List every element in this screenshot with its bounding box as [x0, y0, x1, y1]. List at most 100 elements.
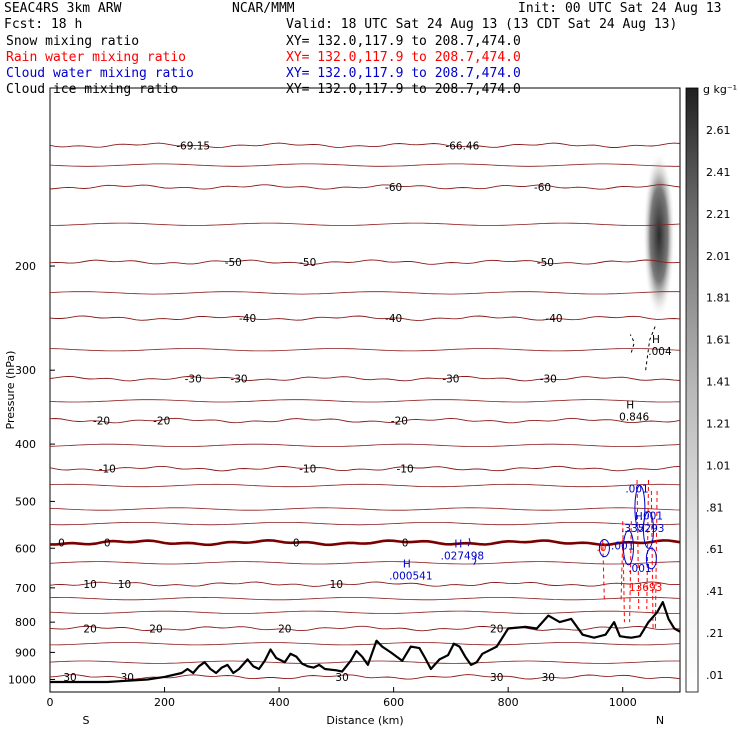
- forecast-label: Fcst: 18 h: [4, 17, 82, 32]
- snow-shading: [643, 150, 675, 320]
- isotherm-minor-line: [50, 399, 680, 403]
- isotherm-line: [50, 184, 680, 190]
- colorbar-label: .81: [706, 501, 724, 514]
- extremum-marker: H: [626, 399, 634, 411]
- y-tick-label: 800: [15, 616, 36, 629]
- isotherm-line: [50, 465, 680, 472]
- isotherm-label: -10: [397, 464, 414, 476]
- extremum-value: .004: [648, 346, 672, 358]
- extremum-marker: H: [454, 538, 462, 550]
- cloudwater-contour: [634, 485, 646, 532]
- isotherm-label: -30: [230, 374, 247, 386]
- field-snow-xy: XY= 132.0,117.9 to 208.7,474.0: [286, 34, 521, 49]
- isotherm-label: 30: [121, 672, 134, 684]
- y-tick-label: 300: [15, 364, 36, 377]
- init-label: Init: 00 UTC Sat 24 Aug 13: [518, 1, 722, 16]
- colorbar-label: 1.41: [706, 376, 731, 389]
- colorbar-label: .21: [706, 627, 724, 640]
- isotherm-minor-line: [50, 163, 680, 167]
- isotherm-minor-line: [50, 348, 680, 352]
- extremum-value: .001: [628, 563, 651, 575]
- y-tick-label: 500: [15, 495, 36, 508]
- y-axis-title: Pressure (hPa): [4, 351, 17, 430]
- isotherm-label: 30: [490, 672, 503, 684]
- cloudwater-contour: [622, 530, 634, 566]
- isotherm-line: [50, 581, 680, 587]
- isotherm-minor-line: [50, 222, 680, 226]
- colorbar-label: 1.21: [706, 417, 731, 430]
- colorbar-label: .41: [706, 585, 724, 598]
- extremum-value: .335293: [621, 523, 664, 535]
- isotherm-minor-line: [50, 561, 680, 565]
- terrain-group: [50, 601, 680, 684]
- isotherm-label: -20: [93, 416, 110, 428]
- x-axis-start-label: S: [83, 714, 90, 727]
- isotherm-minor-line: [50, 443, 680, 447]
- isotherm-line: [50, 142, 680, 149]
- isotherm-label: -10: [299, 464, 316, 476]
- plot-layer: [50, 142, 680, 684]
- cloudwater-contour: [598, 539, 610, 558]
- colorbar-label: 2.41: [706, 166, 731, 179]
- x-axis-end-label: N: [656, 714, 664, 727]
- extremum-value: 0.846: [619, 411, 649, 423]
- x-tick-label: 400: [269, 696, 290, 709]
- isotherm-minor-line: [50, 291, 680, 295]
- isotherm-line: [50, 259, 680, 265]
- rain-contour: [650, 490, 658, 629]
- isotherm-line: [50, 674, 680, 680]
- isotherm-minor-line: [50, 610, 680, 614]
- extremum-value: .000541: [389, 571, 432, 583]
- rain-contour: [636, 479, 649, 609]
- isotherm-minor-line: [50, 483, 680, 488]
- colorbar-label: 1.01: [706, 459, 731, 472]
- isotherm-group: [50, 142, 680, 680]
- isotherm-label: 30: [542, 672, 555, 684]
- field-snow-name: Snow mixing ratio: [6, 34, 139, 49]
- isotherm-label: 30: [63, 672, 76, 684]
- terrain-line: [50, 601, 680, 684]
- isotherm-label: 20: [278, 623, 291, 635]
- isotherm-minor-line: [50, 642, 680, 646]
- isotherm-line: [50, 375, 680, 382]
- cloudwater-contour: [645, 547, 657, 570]
- y-tick-label: 1000: [8, 673, 36, 686]
- center-label: NCAR/MMM: [232, 1, 295, 16]
- field-cloudice-name: Cloud ice mixing ratio: [6, 82, 178, 97]
- colorbar-label: 2.61: [706, 124, 731, 137]
- colorbar-label: 2.21: [706, 208, 731, 221]
- extremum-value: .001: [625, 484, 648, 496]
- isotherm-label: 10: [118, 579, 131, 591]
- y-tick-label: 900: [15, 646, 36, 659]
- y-tick-label: 600: [15, 542, 36, 555]
- extremum-marker: H: [403, 559, 411, 571]
- isotherm-minor-line: [50, 522, 680, 526]
- ice-contour: [629, 325, 657, 371]
- isotherm-label: 20: [149, 623, 162, 635]
- isotherm-label: -60: [534, 182, 551, 194]
- isotherm-label: 20: [83, 623, 96, 635]
- isotherm-label: -50: [299, 257, 316, 269]
- field-cloudwater-xy: XY= 132.0,117.9 to 208.7,474.0: [286, 66, 521, 81]
- extremum-marker: H: [635, 511, 643, 523]
- isotherm-line: [50, 538, 680, 547]
- valid-label: Valid: 18 UTC Sat 24 Aug 13 (13 CDT Sat …: [286, 17, 677, 32]
- y-tick-label: 400: [15, 438, 36, 451]
- x-tick-label: 600: [383, 696, 404, 709]
- colorbar-unit: g kg⁻¹: [703, 83, 737, 96]
- isotherm-label: 0: [402, 538, 409, 550]
- extremum-value: .0: [597, 542, 607, 554]
- colorbar-labels: 2.61 2.41 2.21 2.01 1.81 1.61 1.41 1.21 1.01 .81.…: [706, 124, 731, 682]
- rain-contour: [622, 521, 632, 623]
- contour-label-group: -69.15 -66.46 -60 -60 -50 -50 -50 -40 -40 -40 -30 -…: [58, 140, 562, 684]
- extremum-value: .027498: [441, 550, 484, 562]
- rain-contour: [602, 539, 624, 603]
- x-tick-label: 800: [498, 696, 519, 709]
- isotherm-label: 30: [335, 672, 348, 684]
- isotherm-label: -20: [153, 416, 170, 428]
- colorbar-label: .61: [706, 543, 724, 556]
- isotherm-minor-line: [50, 507, 680, 511]
- isotherm-label: -40: [545, 313, 562, 325]
- axes-group: 0 200 400 600 800 100020030040050060070080090…: [8, 260, 637, 709]
